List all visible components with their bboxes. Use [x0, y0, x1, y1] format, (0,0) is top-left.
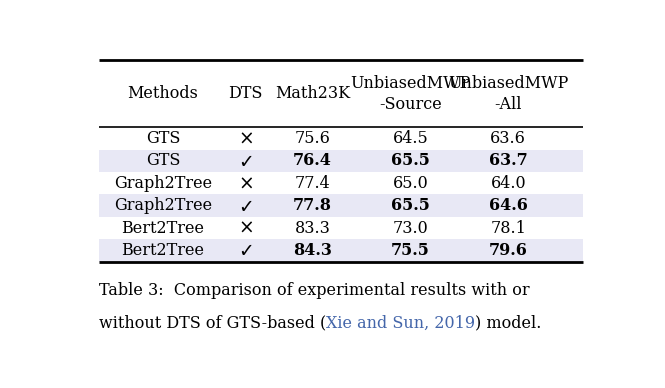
Text: 63.7: 63.7 [489, 152, 528, 169]
Text: Xie and Sun, 2019: Xie and Sun, 2019 [326, 314, 475, 331]
Text: 63.6: 63.6 [490, 130, 526, 147]
Text: GTS: GTS [146, 130, 180, 147]
Text: $\checkmark$: $\checkmark$ [238, 197, 253, 215]
Text: Graph2Tree: Graph2Tree [114, 175, 212, 192]
Text: 73.0: 73.0 [392, 220, 428, 237]
Text: 75.6: 75.6 [295, 130, 331, 147]
Text: 65.5: 65.5 [391, 197, 430, 214]
Text: 75.5: 75.5 [391, 242, 430, 259]
Text: without DTS of GTS-based (: without DTS of GTS-based ( [98, 314, 326, 331]
Text: 64.5: 64.5 [392, 130, 428, 147]
Bar [98, 194, 583, 217]
Bar [98, 239, 583, 262]
Text: 65.0: 65.0 [392, 175, 428, 192]
Bar [98, 150, 583, 172]
Text: 83.3: 83.3 [295, 220, 331, 237]
Text: ) model.: ) model. [475, 314, 541, 331]
Text: 76.4: 76.4 [293, 152, 332, 169]
Text: UnbiasedMWP
-Source: UnbiasedMWP -Source [350, 74, 471, 113]
Text: Math23K: Math23K [275, 85, 350, 102]
Text: Bert2Tree: Bert2Tree [122, 242, 205, 259]
Text: 64.0: 64.0 [491, 175, 526, 192]
Text: Bert2Tree: Bert2Tree [122, 220, 205, 237]
Text: $\checkmark$: $\checkmark$ [238, 241, 253, 260]
Text: 65.5: 65.5 [391, 152, 430, 169]
Text: GTS: GTS [146, 152, 180, 169]
Text: 79.6: 79.6 [489, 242, 528, 259]
Text: Methods: Methods [128, 85, 198, 102]
Text: $\times$: $\times$ [238, 219, 253, 237]
Text: 84.3: 84.3 [293, 242, 332, 259]
Text: 64.6: 64.6 [489, 197, 528, 214]
Text: $\times$: $\times$ [238, 174, 253, 192]
Text: $\checkmark$: $\checkmark$ [238, 152, 253, 170]
Text: 77.8: 77.8 [293, 197, 332, 214]
Text: DTS: DTS [228, 85, 263, 102]
Text: Graph2Tree: Graph2Tree [114, 197, 212, 214]
Text: $\times$: $\times$ [238, 130, 253, 147]
Text: 78.1: 78.1 [490, 220, 526, 237]
Text: 77.4: 77.4 [295, 175, 331, 192]
Text: Table 3:  Comparison of experimental results with or: Table 3: Comparison of experimental resu… [98, 282, 529, 298]
Text: UnbiasedMWP
-All: UnbiasedMWP -All [448, 74, 569, 113]
